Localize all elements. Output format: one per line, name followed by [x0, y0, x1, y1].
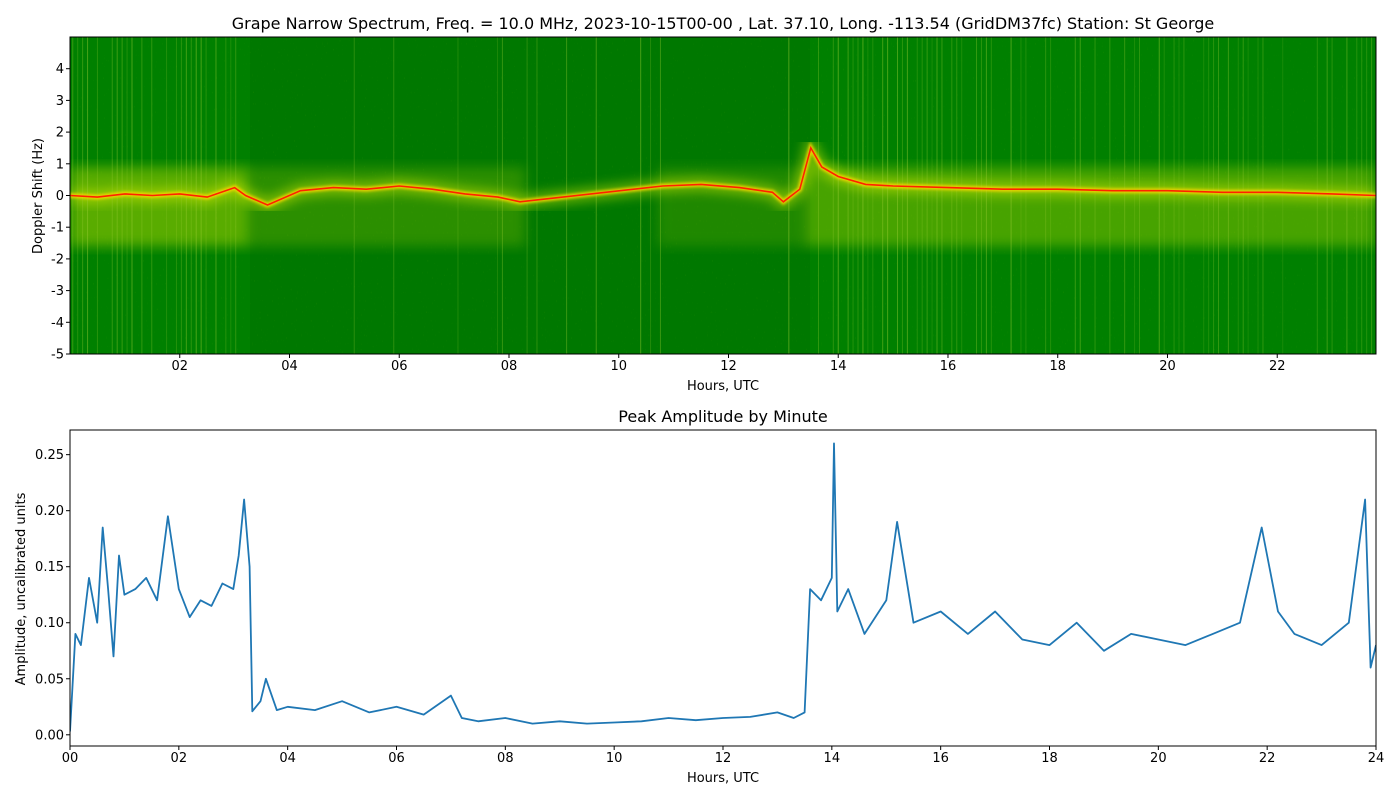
spectrogram-doppler-trace — [70, 141, 1376, 208]
x-tick-label: 02 — [171, 359, 188, 374]
amplitude-x-ticks: 00 02 04 06 08 10 12 14 16 18 20 22 24 — [62, 746, 1385, 766]
x-tick-label: 14 — [824, 751, 841, 766]
spectrogram-y-axis-label: Doppler Shift (Hz) — [31, 138, 46, 254]
y-tick-label: 4 — [56, 62, 64, 77]
spectrogram-x-ticks: 02 04 06 08 10 12 14 16 18 20 22 — [171, 354, 1286, 374]
amplitude-x-axis-label: Hours, UTC — [687, 771, 759, 786]
y-tick-label: -2 — [51, 252, 64, 267]
x-tick-label: 04 — [281, 359, 298, 374]
amplitude-plot-area — [70, 430, 1376, 746]
amplitude-y-ticks: 0.00 0.05 0.10 0.15 0.20 0.25 — [35, 448, 70, 743]
x-tick-label: 10 — [606, 751, 623, 766]
spectrogram-plot-area — [70, 37, 1376, 354]
x-tick-label: 08 — [497, 751, 514, 766]
x-tick-label: 06 — [391, 359, 408, 374]
y-tick-label: 0.00 — [35, 728, 64, 743]
x-tick-label: 12 — [720, 359, 737, 374]
x-tick-label: 10 — [610, 359, 627, 374]
y-tick-label: 0 — [56, 189, 64, 204]
y-tick-label: -3 — [51, 284, 64, 299]
x-tick-label: 12 — [715, 751, 732, 766]
y-tick-label: -1 — [51, 221, 64, 236]
x-tick-label: 14 — [830, 359, 847, 374]
y-tick-label: 3 — [56, 94, 64, 109]
x-tick-label: 02 — [171, 751, 188, 766]
x-tick-label: 18 — [1049, 359, 1066, 374]
x-tick-label: 20 — [1150, 751, 1167, 766]
amplitude-line — [70, 442, 1376, 732]
x-tick-label: 00 — [62, 751, 79, 766]
amplitude-series — [70, 442, 1376, 732]
spectrogram-noise-texture — [70, 37, 1376, 354]
y-tick-label: 0.10 — [35, 616, 64, 631]
x-tick-label: 20 — [1159, 359, 1176, 374]
x-tick-label: 16 — [940, 359, 957, 374]
y-tick-label: 0.05 — [35, 672, 64, 687]
spectrogram-vertical-interference-lines — [72, 37, 1373, 354]
spectrogram-y-ticks: -5 -4 -3 -2 -1 0 1 2 3 4 — [51, 62, 70, 363]
y-tick-label: 0.20 — [35, 504, 64, 519]
x-tick-label: 06 — [388, 751, 405, 766]
spectrogram-x-axis-label: Hours, UTC — [687, 379, 759, 394]
x-tick-label: 18 — [1041, 751, 1058, 766]
y-tick-label: -5 — [51, 348, 64, 363]
x-tick-label: 08 — [501, 359, 518, 374]
amplitude-title: Peak Amplitude by Minute — [618, 407, 828, 426]
x-tick-label: 04 — [279, 751, 296, 766]
spectrogram-title: Grape Narrow Spectrum, Freq. = 10.0 MHz,… — [232, 14, 1215, 33]
x-tick-label: 22 — [1259, 751, 1276, 766]
y-tick-label: 2 — [56, 126, 64, 141]
x-tick-label: 22 — [1269, 359, 1286, 374]
y-tick-label: -4 — [51, 316, 64, 331]
y-tick-label: 0.25 — [35, 448, 64, 463]
y-tick-label: 1 — [56, 157, 64, 172]
x-tick-label: 24 — [1368, 751, 1385, 766]
x-tick-label: 16 — [932, 751, 949, 766]
amplitude-y-axis-label: Amplitude, uncalibrated units — [14, 492, 29, 685]
doppler-trace-line — [70, 145, 1376, 206]
y-tick-label: 0.15 — [35, 560, 64, 575]
